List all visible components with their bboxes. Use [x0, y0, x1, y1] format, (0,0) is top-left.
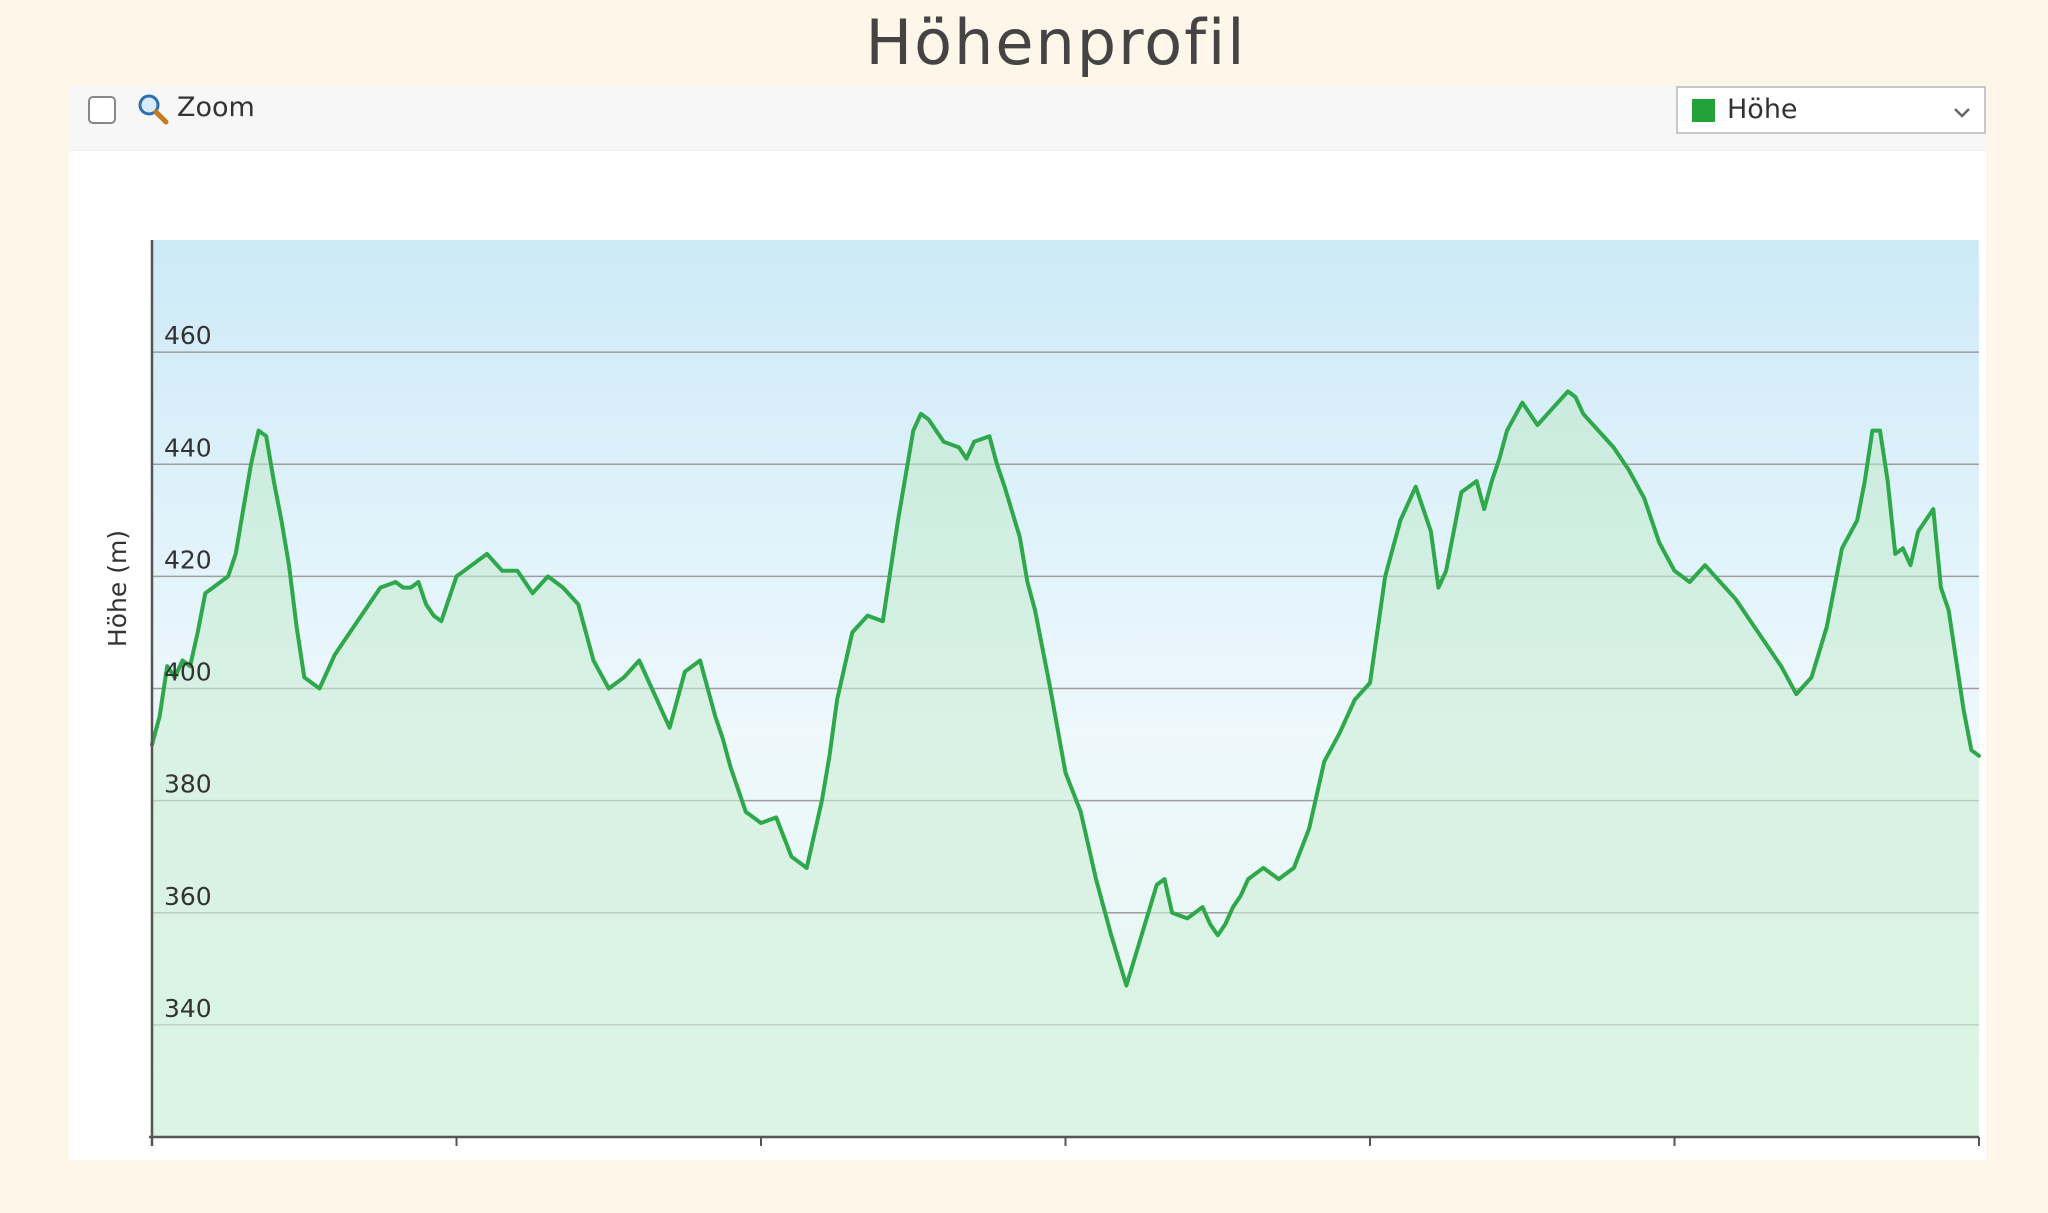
x-tick-label: 0.0 — [140, 1159, 180, 1160]
page-title: Höhenprofil — [865, 6, 1247, 79]
y-tick-label: 340 — [164, 994, 212, 1023]
zoom-checkbox[interactable] — [88, 96, 116, 124]
elevation-line — [150, 389, 1981, 988]
y-tick-label: 420 — [164, 545, 212, 574]
x-tick-label: 12.0 — [1959, 1159, 1986, 1160]
series-select-value: Höhe — [1727, 94, 1798, 125]
x-tick-label: 4.0 — [749, 1159, 789, 1160]
elevation-chart: 340 360 380 400 420 440 460 0.0 2.0 4.0 6.0 8.0 10.0… — [103, 240, 1986, 1160]
series-select[interactable]: Höhe — [1676, 86, 1986, 134]
x-tick-label: 8.0 — [1358, 1159, 1398, 1160]
x-tick-label: 6.0 — [1054, 1159, 1094, 1160]
y-tick-label: 400 — [164, 658, 212, 687]
chevron-down-icon[interactable] — [1950, 100, 1974, 124]
y-tick-label: 440 — [164, 433, 212, 462]
x-tick-label: 10.0 — [1655, 1159, 1711, 1160]
x-tick-label: 2.0 — [445, 1159, 485, 1160]
y-tick-label: 360 — [164, 882, 212, 911]
elevation-area — [152, 391, 1979, 1137]
series-color-swatch — [1692, 99, 1715, 122]
y-tick-label: 460 — [164, 321, 212, 350]
y-axis-label: Höhe (m) — [103, 530, 132, 647]
chart-panel: Zoom Höhe 3403603804004204404600.02.04. — [69, 86, 1986, 1160]
chart-toolbar: Zoom Höhe — [69, 86, 1986, 151]
y-tick-label: 380 — [164, 770, 212, 799]
magnifier-icon[interactable] — [135, 91, 171, 127]
zoom-label: Zoom — [177, 92, 255, 123]
